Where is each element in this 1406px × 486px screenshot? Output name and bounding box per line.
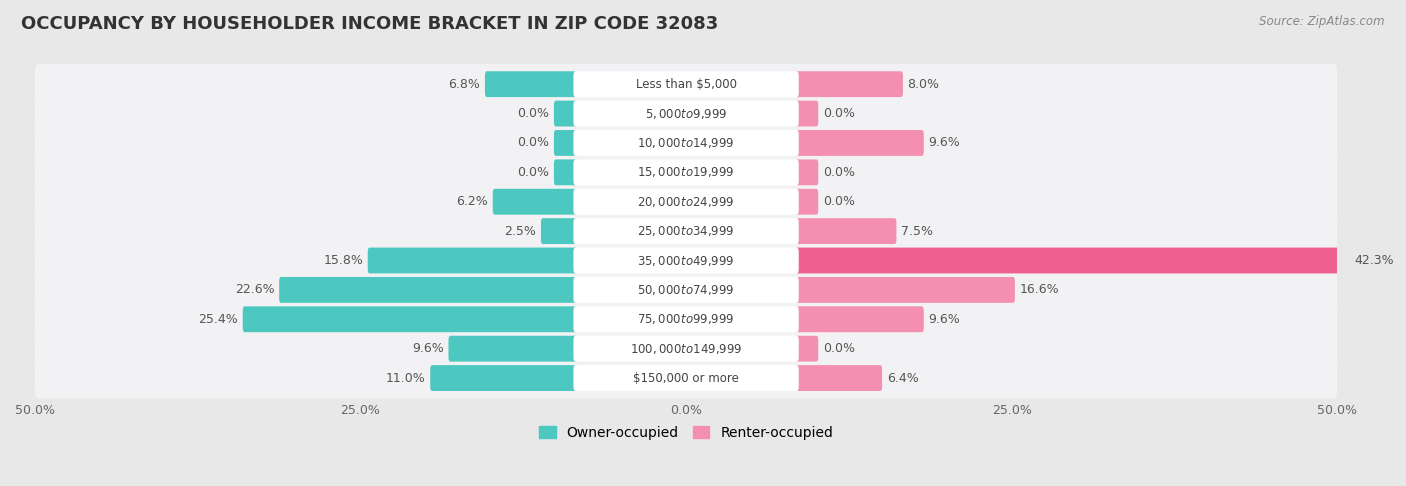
FancyBboxPatch shape — [574, 247, 799, 274]
Text: 16.6%: 16.6% — [1019, 283, 1059, 296]
Text: 25.4%: 25.4% — [198, 313, 238, 326]
Text: 9.6%: 9.6% — [928, 137, 960, 150]
FancyBboxPatch shape — [794, 277, 1015, 303]
Text: $100,000 to $149,999: $100,000 to $149,999 — [630, 342, 742, 356]
FancyBboxPatch shape — [35, 181, 1337, 222]
FancyBboxPatch shape — [574, 365, 799, 391]
FancyBboxPatch shape — [430, 365, 578, 391]
Legend: Owner-occupied, Renter-occupied: Owner-occupied, Renter-occupied — [533, 420, 839, 445]
Text: Less than $5,000: Less than $5,000 — [636, 78, 737, 91]
FancyBboxPatch shape — [35, 210, 1337, 252]
Text: 0.0%: 0.0% — [823, 342, 855, 355]
FancyBboxPatch shape — [574, 189, 799, 215]
FancyBboxPatch shape — [794, 218, 897, 244]
FancyBboxPatch shape — [794, 71, 903, 97]
Text: 6.8%: 6.8% — [449, 78, 481, 91]
Text: $15,000 to $19,999: $15,000 to $19,999 — [637, 165, 735, 179]
FancyBboxPatch shape — [35, 240, 1337, 281]
FancyBboxPatch shape — [35, 152, 1337, 193]
FancyBboxPatch shape — [280, 277, 578, 303]
FancyBboxPatch shape — [794, 130, 924, 156]
Text: 9.6%: 9.6% — [412, 342, 444, 355]
Text: 9.6%: 9.6% — [928, 313, 960, 326]
FancyBboxPatch shape — [574, 101, 799, 126]
FancyBboxPatch shape — [794, 365, 882, 391]
Text: $150,000 or more: $150,000 or more — [633, 372, 740, 384]
FancyBboxPatch shape — [794, 247, 1350, 274]
FancyBboxPatch shape — [35, 269, 1337, 311]
Text: 7.5%: 7.5% — [901, 225, 934, 238]
FancyBboxPatch shape — [485, 71, 578, 97]
FancyBboxPatch shape — [574, 71, 799, 97]
FancyBboxPatch shape — [35, 93, 1337, 134]
FancyBboxPatch shape — [35, 328, 1337, 369]
FancyBboxPatch shape — [449, 336, 578, 362]
FancyBboxPatch shape — [35, 299, 1337, 340]
FancyBboxPatch shape — [35, 358, 1337, 399]
Text: 0.0%: 0.0% — [823, 166, 855, 179]
Text: 0.0%: 0.0% — [517, 107, 550, 120]
FancyBboxPatch shape — [35, 64, 1337, 105]
Text: 8.0%: 8.0% — [907, 78, 939, 91]
FancyBboxPatch shape — [794, 189, 818, 215]
FancyBboxPatch shape — [243, 306, 578, 332]
FancyBboxPatch shape — [794, 306, 924, 332]
Text: Source: ZipAtlas.com: Source: ZipAtlas.com — [1260, 15, 1385, 28]
FancyBboxPatch shape — [794, 159, 818, 185]
FancyBboxPatch shape — [574, 336, 799, 362]
Text: $5,000 to $9,999: $5,000 to $9,999 — [645, 106, 727, 121]
FancyBboxPatch shape — [794, 101, 818, 126]
Text: $75,000 to $99,999: $75,000 to $99,999 — [637, 312, 735, 326]
Text: 2.5%: 2.5% — [505, 225, 536, 238]
FancyBboxPatch shape — [794, 336, 818, 362]
FancyBboxPatch shape — [368, 247, 578, 274]
Text: $35,000 to $49,999: $35,000 to $49,999 — [637, 254, 735, 267]
Text: 0.0%: 0.0% — [517, 166, 550, 179]
Text: 0.0%: 0.0% — [517, 137, 550, 150]
FancyBboxPatch shape — [574, 277, 799, 303]
Text: 11.0%: 11.0% — [385, 372, 426, 384]
Text: 0.0%: 0.0% — [823, 195, 855, 208]
Text: 15.8%: 15.8% — [323, 254, 363, 267]
FancyBboxPatch shape — [574, 218, 799, 244]
Text: $25,000 to $34,999: $25,000 to $34,999 — [637, 224, 735, 238]
FancyBboxPatch shape — [574, 130, 799, 156]
FancyBboxPatch shape — [35, 122, 1337, 163]
FancyBboxPatch shape — [541, 218, 578, 244]
FancyBboxPatch shape — [554, 159, 578, 185]
Text: $20,000 to $24,999: $20,000 to $24,999 — [637, 195, 735, 208]
Text: OCCUPANCY BY HOUSEHOLDER INCOME BRACKET IN ZIP CODE 32083: OCCUPANCY BY HOUSEHOLDER INCOME BRACKET … — [21, 15, 718, 33]
Text: $50,000 to $74,999: $50,000 to $74,999 — [637, 283, 735, 297]
FancyBboxPatch shape — [574, 159, 799, 185]
FancyBboxPatch shape — [554, 101, 578, 126]
FancyBboxPatch shape — [492, 189, 578, 215]
Text: 22.6%: 22.6% — [235, 283, 274, 296]
Text: 0.0%: 0.0% — [823, 107, 855, 120]
Text: 6.2%: 6.2% — [457, 195, 488, 208]
Text: $10,000 to $14,999: $10,000 to $14,999 — [637, 136, 735, 150]
Text: 42.3%: 42.3% — [1354, 254, 1393, 267]
FancyBboxPatch shape — [574, 306, 799, 332]
FancyBboxPatch shape — [554, 130, 578, 156]
Text: 6.4%: 6.4% — [887, 372, 918, 384]
